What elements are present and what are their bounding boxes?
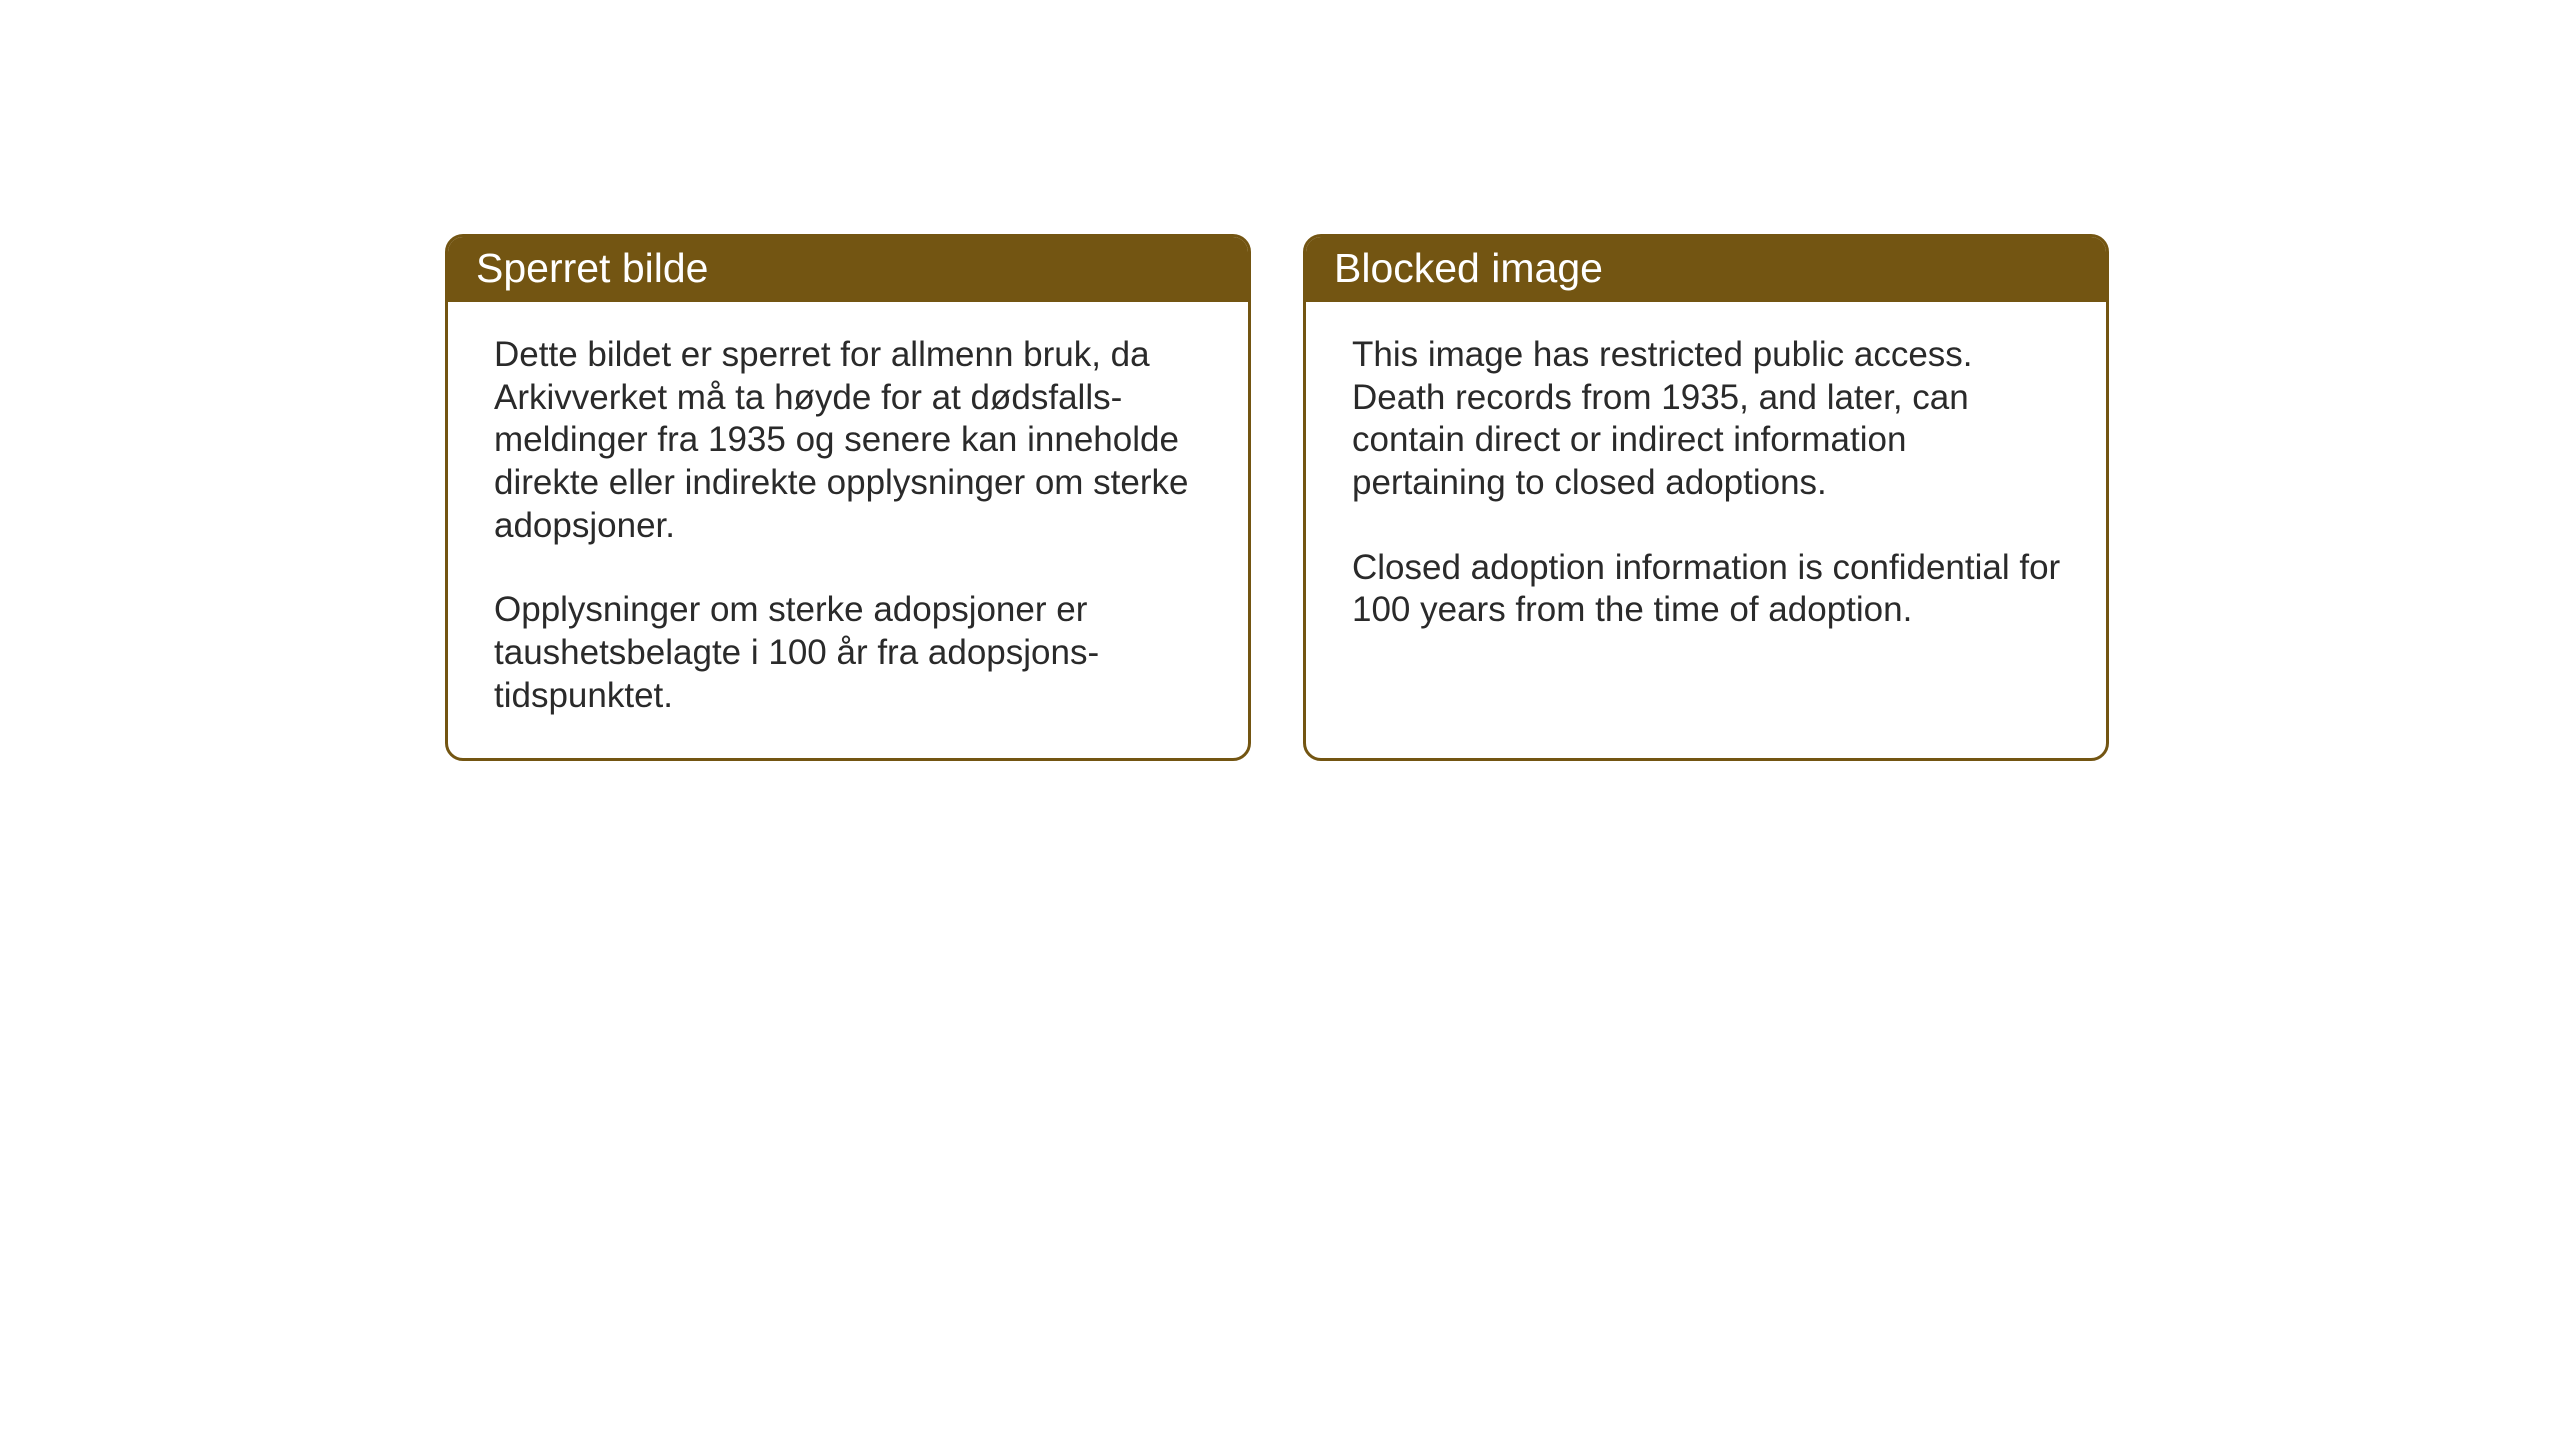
panel-english-p2: Closed adoption information is confident… [1352, 547, 2066, 632]
panel-norwegian-body: Dette bildet er sperret for allmenn bruk… [448, 302, 1248, 758]
panel-norwegian-p2: Opplysninger om sterke adopsjoner er tau… [494, 589, 1208, 717]
notice-container: Sperret bilde Dette bildet er sperret fo… [445, 234, 2109, 761]
panel-english: Blocked image This image has restricted … [1303, 234, 2109, 761]
panel-english-title: Blocked image [1306, 237, 2106, 302]
panel-norwegian-title: Sperret bilde [448, 237, 1248, 302]
panel-norwegian: Sperret bilde Dette bildet er sperret fo… [445, 234, 1251, 761]
panel-english-body: This image has restricted public access.… [1306, 302, 2106, 726]
panel-norwegian-p1: Dette bildet er sperret for allmenn bruk… [494, 334, 1208, 547]
panel-english-p1: This image has restricted public access.… [1352, 334, 2066, 505]
